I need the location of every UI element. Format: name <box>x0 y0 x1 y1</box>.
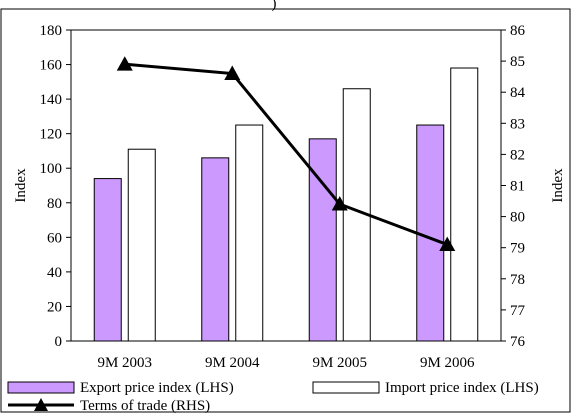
left-y-axis: 0 20 40 60 80 100 120 140 160 180 <box>40 23 71 350</box>
legend-marker-terms <box>34 398 48 411</box>
header-fragment-text: ) <box>272 0 277 12</box>
terms-of-trade-polyline <box>124 62 448 246</box>
terms-of-trade-marker <box>116 56 133 71</box>
bar-series <box>93 67 479 342</box>
right-tick-label: 84 <box>510 85 526 101</box>
right-tick-label: 83 <box>510 116 525 132</box>
x-tick-label: 9M 2006 <box>420 355 475 371</box>
figure-border <box>0 8 571 413</box>
legend-label-export: Export price index (LHS) <box>80 380 234 396</box>
export-price-bar <box>201 157 230 342</box>
left-tick-label: 180 <box>40 23 63 39</box>
export-price-bar <box>416 124 445 342</box>
import-price-bar <box>127 148 156 342</box>
right-tick-label: 78 <box>510 272 525 288</box>
import-price-bar <box>235 124 264 342</box>
left-axis-title: Index <box>13 168 29 203</box>
left-tick-label: 60 <box>47 230 62 246</box>
legend-label-import: Import price index (LHS) <box>385 380 539 396</box>
terms-of-trade-marker <box>331 196 348 211</box>
legend: Export price index (LHS) Import price ind… <box>7 380 539 414</box>
x-tick-label: 9M 2005 <box>312 355 367 371</box>
legend-swatch-import <box>312 381 380 394</box>
export-price-bar <box>308 138 337 342</box>
legend-label-terms: Terms of trade (RHS) <box>80 398 210 414</box>
terms-of-trade-marker <box>224 65 241 80</box>
export-price-bar <box>93 178 122 342</box>
right-y-axis: 76 77 78 79 80 81 82 83 84 85 86 <box>501 23 526 350</box>
x-tick-label: 9M 2004 <box>205 355 260 371</box>
terms-of-trade-marker <box>439 236 456 251</box>
left-tick-label: 140 <box>40 92 63 108</box>
x-tick-label: 9M 2003 <box>97 355 152 371</box>
right-tick-label: 81 <box>510 179 525 195</box>
right-axis-title: Index <box>550 168 566 203</box>
left-tick-label: 100 <box>40 161 63 177</box>
plot-area <box>0 8 571 413</box>
left-tick-label: 160 <box>40 58 63 74</box>
left-tick-label: 120 <box>40 127 63 143</box>
x-axis: 9M 2003 9M 2004 9M 2005 9M 2006 <box>97 355 475 371</box>
right-tick-label: 77 <box>510 303 526 319</box>
right-tick-label: 82 <box>510 147 525 163</box>
left-tick-label: 20 <box>47 299 62 315</box>
cropped-title-fragment: ) <box>272 0 277 12</box>
right-tick-label: 85 <box>510 54 525 70</box>
left-tick-label: 80 <box>47 196 62 212</box>
right-tick-label: 76 <box>510 334 526 350</box>
import-price-bar <box>450 67 479 342</box>
left-tick-label: 0 <box>55 334 63 350</box>
left-tick-label: 40 <box>47 265 62 281</box>
axis-titles: Index Index <box>13 168 566 203</box>
right-tick-label: 79 <box>510 241 525 257</box>
terms-of-trade-line <box>116 56 456 251</box>
legend-swatch-export <box>7 381 75 394</box>
right-tick-label: 86 <box>510 23 526 39</box>
right-tick-label: 80 <box>510 210 525 226</box>
